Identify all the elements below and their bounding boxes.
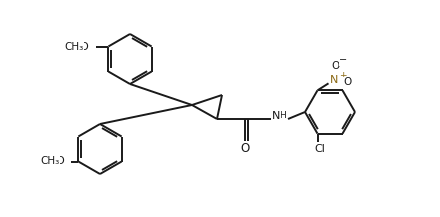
Text: +: + — [339, 71, 346, 80]
Text: N: N — [330, 75, 339, 85]
Text: −: − — [339, 55, 348, 65]
Text: O: O — [80, 41, 88, 51]
Text: O: O — [331, 61, 340, 71]
Text: CH₃: CH₃ — [41, 156, 60, 166]
Text: O: O — [240, 141, 249, 155]
Text: N: N — [272, 111, 280, 121]
Text: O: O — [343, 77, 352, 87]
Text: O: O — [55, 156, 64, 166]
Text: Cl: Cl — [314, 144, 325, 154]
Text: CH₃: CH₃ — [65, 41, 84, 51]
Text: H: H — [279, 112, 286, 120]
